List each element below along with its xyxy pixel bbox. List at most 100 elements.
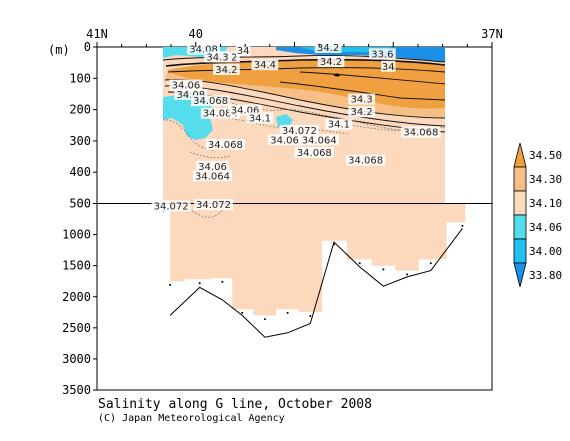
contour-label: 34.068 xyxy=(208,140,243,151)
contour-label-bg xyxy=(196,160,229,172)
y-tick-label: 1500 xyxy=(62,259,91,273)
contour-label: 34.068 xyxy=(403,128,438,139)
y-axis: 0 100 200 300 400 500 1000 1500 2000 2500 3000 3500 xyxy=(62,40,97,397)
contour-line xyxy=(299,71,446,85)
contour-line xyxy=(279,81,446,101)
contour-label-bg xyxy=(174,88,208,100)
contour-label: 34.06 xyxy=(198,162,227,173)
y-tick-label: 1000 xyxy=(62,228,91,242)
y-tick-label: 100 xyxy=(69,71,91,85)
contour-label: 34.06 xyxy=(231,106,260,117)
colorbar-label: 33.80 xyxy=(529,269,562,282)
contour-label-bg xyxy=(314,42,342,53)
lower-salinity-fill xyxy=(170,204,466,316)
colorbar-segment xyxy=(513,214,527,240)
contour-label-bg xyxy=(193,199,234,211)
contour-labels: 34.0834.23434.334.234.434.234.233.63434.… xyxy=(151,42,441,212)
y-tick-label: 0 xyxy=(84,40,91,54)
colorbar-segment xyxy=(513,190,527,216)
bottom-topography-line xyxy=(169,228,463,338)
contour-label: 34.08 xyxy=(189,45,218,56)
colorbar-label: 34.06 xyxy=(529,221,562,234)
contour-label: 34.064 xyxy=(195,171,230,182)
chart-title: Salinity along G line, October 2008 xyxy=(98,397,372,412)
x-tick-label: 37N xyxy=(481,27,503,41)
contour-label-bg xyxy=(325,118,353,130)
station-dot xyxy=(286,311,289,314)
lower-panel-fills xyxy=(170,204,466,316)
colorbar-segment xyxy=(513,142,527,168)
contour-label-bg xyxy=(228,104,262,116)
contour-label-bg xyxy=(348,106,376,118)
x-tick-label: 41N xyxy=(86,27,108,41)
station-dot xyxy=(169,283,172,286)
station-dot xyxy=(263,318,266,321)
x-axis: 41N 40 37N xyxy=(86,27,503,47)
contour-label-bg xyxy=(200,107,240,119)
colorbar-segment xyxy=(513,238,527,264)
station-dot xyxy=(382,268,385,271)
contour-label-bg xyxy=(348,93,376,105)
contour-label-bg xyxy=(299,134,339,146)
y-tick-label: 300 xyxy=(69,134,91,148)
station-dot xyxy=(358,262,361,265)
contour-label: 34.072 xyxy=(154,201,189,212)
contour-label: 34.3 xyxy=(206,52,228,63)
contour-line xyxy=(162,55,446,63)
contour-label-bg xyxy=(279,124,319,136)
y-tick-label: 500 xyxy=(69,197,91,211)
contour-label-bg xyxy=(151,200,191,212)
station-dot xyxy=(221,280,224,283)
contour-label-bg xyxy=(169,79,203,91)
core-salty-mid xyxy=(165,70,445,118)
contour-label: 34.072 xyxy=(282,126,317,137)
contour-label-bg xyxy=(317,56,345,68)
contour-label-bg xyxy=(191,95,231,107)
contour-label-bg xyxy=(235,45,251,57)
contour-label-bg xyxy=(192,170,233,182)
contour-line xyxy=(165,58,446,67)
chart-credit: (C) Japan Meteorological Agency xyxy=(98,413,285,424)
contour-label-bg xyxy=(213,63,240,75)
contour-label: 34.2 xyxy=(350,107,372,118)
fresh-blob-center xyxy=(276,114,293,128)
colorbar-segment xyxy=(513,166,527,192)
contour-label-bg xyxy=(294,146,334,158)
station-dot xyxy=(198,282,201,285)
contour-label: 34.4 xyxy=(254,60,276,71)
contour-label-bg xyxy=(268,134,302,146)
contour-label: 34.064 xyxy=(302,135,337,146)
dotted-contour xyxy=(189,151,231,159)
station-dot xyxy=(406,273,409,276)
colorbar-segment xyxy=(513,262,527,288)
contour-label-bg xyxy=(381,60,396,72)
contour-label: 34.3 xyxy=(350,95,372,106)
contour-label: 34.06 xyxy=(172,81,201,92)
y-tick-label: 2500 xyxy=(62,321,91,335)
contour-label-bg xyxy=(205,139,245,150)
contour-label: 34.06 xyxy=(270,135,299,146)
station-dot xyxy=(241,311,244,314)
contour-label: 33.6 xyxy=(371,49,393,60)
contour-label: 34.1 xyxy=(249,113,271,124)
contour-label: 34.068 xyxy=(193,96,228,107)
colorbar-label: 34.30 xyxy=(529,173,562,186)
y-tick-label: 3000 xyxy=(62,352,91,366)
contour-label: 34.2 xyxy=(320,57,342,68)
contour-label: 34.084 xyxy=(203,109,238,120)
station-dot xyxy=(309,315,312,317)
contour-label: 34.2 xyxy=(215,65,237,76)
y-tick-label: 3500 xyxy=(62,383,91,397)
contour-label: 34.068 xyxy=(348,156,383,167)
y-tick-label: 200 xyxy=(69,103,91,117)
contour-label: 34 xyxy=(237,46,250,57)
contour-label-bg xyxy=(401,126,441,138)
y-tick-label: 2000 xyxy=(62,290,91,304)
contour-label-bg xyxy=(346,154,386,166)
contour-label-bg xyxy=(369,48,396,60)
station-dot xyxy=(461,224,464,227)
colorbar: 34.50 34.30 34.10 34.06 34.00 33.80 xyxy=(513,142,562,288)
contour-label: 34.1 xyxy=(328,120,350,131)
x-tick-label: 40 xyxy=(189,27,203,41)
colorbar-label: 34.50 xyxy=(529,149,562,162)
